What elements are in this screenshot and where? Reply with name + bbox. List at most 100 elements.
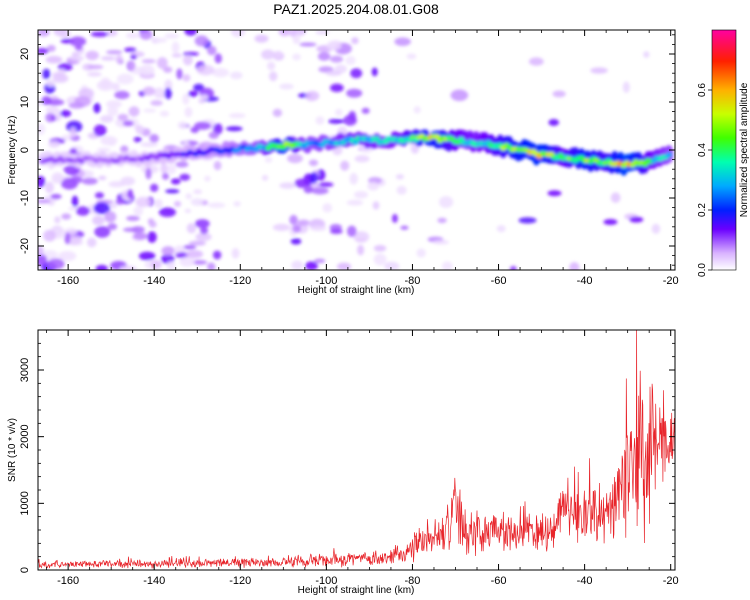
x-tick-label: -60 — [491, 575, 507, 587]
heat-cell — [87, 71, 102, 77]
heat-cell — [315, 116, 325, 125]
heat-cell — [147, 231, 157, 243]
heat-cell — [184, 106, 193, 118]
heat-cell — [651, 223, 661, 234]
heat-cell — [108, 181, 126, 188]
heat-cell — [622, 81, 630, 93]
heat-cell — [58, 30, 71, 38]
heat-cell — [303, 185, 313, 194]
snr-panel: -160 -140 -120 -100 -80 -60 -40 -20 0 1000 2000 30… — [7, 329, 679, 596]
heat-cell — [148, 220, 157, 228]
x-tick-label: -160 — [57, 275, 79, 287]
colorbar-tick-label: 0.0 — [697, 263, 708, 277]
heat-cell — [208, 131, 219, 139]
heat-cell — [164, 33, 180, 39]
x-tick-label: -100 — [315, 575, 337, 587]
heat-cell — [150, 259, 162, 270]
heat-cell — [292, 53, 301, 61]
heat-cell — [54, 216, 61, 224]
heat-cell — [261, 49, 275, 60]
heat-cell — [400, 225, 409, 230]
heat-cell — [50, 193, 62, 200]
heat-cell — [185, 193, 192, 200]
heat-cell — [317, 51, 331, 61]
heat-cell — [212, 123, 223, 135]
heat-cell — [207, 202, 226, 209]
heat-cell — [509, 265, 517, 270]
heat-cell — [38, 254, 48, 266]
heat-cell — [348, 110, 357, 122]
heat-cell — [114, 90, 130, 100]
heat-cell — [93, 124, 107, 137]
heat-cell — [373, 253, 387, 266]
heat-cell — [74, 45, 83, 51]
heat-cell — [438, 196, 454, 208]
heat-cell — [68, 102, 85, 109]
x-axis-label: Height of straight line (km) — [298, 285, 415, 296]
heat-cell — [391, 213, 398, 224]
heat-cell — [416, 248, 426, 258]
heat-cell — [311, 187, 329, 195]
heat-cell — [166, 261, 176, 270]
colorbar-label: Normalized spectral amplitude — [739, 82, 750, 217]
heat-cell — [161, 246, 175, 256]
heat-cell — [207, 262, 216, 270]
heat-cell — [396, 185, 407, 195]
heat-cell — [126, 32, 140, 39]
y-tick-label: -10 — [19, 190, 31, 206]
heat-cell — [367, 181, 379, 191]
heat-cell — [171, 53, 183, 58]
heat-cell — [60, 109, 72, 117]
heat-cell — [194, 35, 209, 47]
heat-cell — [99, 115, 114, 123]
heat-cell — [346, 199, 364, 206]
heat-cell — [173, 200, 182, 207]
heat-cell — [528, 57, 544, 66]
heat-cell — [230, 71, 243, 80]
heat-cell — [112, 82, 120, 92]
heat-cell — [93, 202, 111, 215]
x-tick-label: -120 — [229, 575, 251, 587]
heat-cell — [354, 155, 370, 163]
heat-cell — [115, 199, 124, 205]
heat-cell — [51, 172, 64, 184]
heat-cell — [142, 86, 156, 96]
heat-cell — [182, 93, 190, 105]
heat-cell — [69, 55, 84, 62]
heat-cell — [547, 190, 562, 197]
heat-cell — [264, 156, 273, 163]
heat-cell — [330, 83, 344, 93]
heat-cell — [496, 225, 506, 233]
heat-cell — [179, 173, 191, 181]
x-tick-label: -60 — [491, 275, 507, 287]
heat-cell — [289, 30, 297, 37]
heat-cell — [96, 80, 115, 91]
heatmap-cells — [38, 30, 674, 270]
x-axis-label: Height of straight line (km) — [298, 585, 415, 596]
heat-cell — [665, 152, 673, 158]
x-tick-label: -80 — [404, 575, 420, 587]
heat-cell — [116, 73, 134, 85]
heat-cell — [318, 66, 334, 73]
heat-cell — [548, 119, 560, 126]
heat-cell — [150, 100, 163, 106]
heat-cell — [272, 108, 283, 117]
heat-cell — [71, 195, 79, 208]
heat-cell — [122, 120, 134, 127]
heat-cell — [195, 219, 210, 229]
x-axis: -160 -140 -120 -100 -80 -60 -40 -20 — [46, 330, 679, 587]
colorbar-ticks: 0.0 0.2 0.4 0.6 — [697, 83, 712, 277]
heat-cell — [289, 214, 298, 225]
heat-cell — [92, 215, 105, 226]
heat-cell — [354, 190, 369, 199]
y-tick-label: 10 — [19, 96, 31, 108]
x-tick-label: -40 — [577, 275, 593, 287]
x-axis: -160 -140 -120 -100 -80 -60 -40 -20 — [46, 30, 679, 287]
heat-cell — [184, 208, 192, 214]
heat-cell — [107, 223, 118, 231]
y-axis-label: Frequency (Hz) — [7, 116, 18, 185]
heat-cell — [432, 239, 450, 245]
x-tick-label: -20 — [663, 575, 679, 587]
heat-cell — [395, 174, 404, 180]
